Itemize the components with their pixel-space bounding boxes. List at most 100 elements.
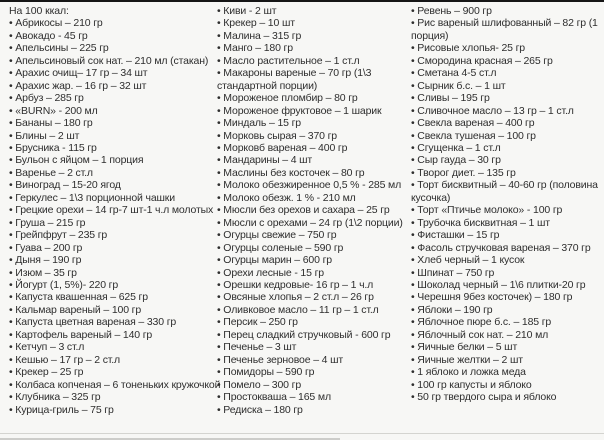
- list-item: 50 гр твердого сыра и яблоко: [411, 391, 601, 403]
- list-item: 1 яблоко и ложка меда: [411, 366, 601, 378]
- list-item: Сливы – 195 гр: [411, 92, 601, 104]
- list-item: Перец сладкий стручковый - 600 гр: [217, 329, 409, 341]
- list-item: Абрикосы – 210 гр: [9, 17, 215, 29]
- top-border: [0, 0, 604, 2]
- list-item: Огурцы свежие – 750 гр: [217, 229, 409, 241]
- list-item: Орехи лесные - 15 гр: [217, 267, 409, 279]
- list-item: Мюсли с орехами – 24 гр (1\2 порции): [217, 217, 409, 229]
- list-item: Помидоры – 590 гр: [217, 366, 409, 378]
- list-item: Рисовые хлопья- 25 гр: [411, 42, 601, 54]
- list-item: Яичные желтки – 2 шт: [411, 354, 601, 366]
- list-item: Рис вареный шлифованный – 82 гр (1 порци…: [411, 17, 601, 42]
- list-item: Картофель вареный – 140 гр: [9, 329, 215, 341]
- list-item: Авокадо - 45 гр: [9, 30, 215, 42]
- list-item: Мюсли без орехов и сахара – 25 гр: [217, 204, 409, 216]
- list-item: Яблоки – 190 гр: [411, 304, 601, 316]
- list-item: Морковь сырая – 370 гр: [217, 130, 409, 142]
- list-item: Изюм – 35 гр: [9, 267, 215, 279]
- list-item: Манго – 180 гр: [217, 42, 409, 54]
- list-item: Орешки кедровые- 16 гр – 1 ч.л: [217, 279, 409, 291]
- list-item: Молоко обезж. 1 % - 210 мл: [217, 192, 409, 204]
- list-item: Ревень – 900 гр: [411, 5, 601, 17]
- list-item: «BURN» - 200 мл: [9, 105, 215, 117]
- list-item: Груша – 215 гр: [9, 217, 215, 229]
- food-list-middle: Киви - 2 штКрекер – 10 штМалина – 315 гр…: [217, 5, 409, 416]
- list-item: Мороженое пломбир – 80 гр: [217, 92, 409, 104]
- list-item: Капуста квашенная – 625 гр: [9, 291, 215, 303]
- list-item: Творог диет. – 135 гр: [411, 167, 601, 179]
- list-item: Геркулес – 1\3 порционной чашки: [9, 192, 215, 204]
- list-item: Маслины без косточек – 80 гр: [217, 167, 409, 179]
- list-item: Свекла тушеная – 100 гр: [411, 130, 601, 142]
- list-item: Апельсины – 225 гр: [9, 42, 215, 54]
- list-item: Смородина красная – 265 гр: [411, 55, 601, 67]
- list-item: Простокваша – 165 мл: [217, 391, 409, 403]
- list-item: Йогурт (1, 5%)- 220 гр: [9, 279, 215, 291]
- list-item: Апельсиновый сок нат. – 210 мл (стакан): [9, 55, 215, 67]
- list-item: Свекла вареная – 400 гр: [411, 117, 601, 129]
- list-item: Бананы – 180 гр: [9, 117, 215, 129]
- list-item: Морковб вареная – 400 гр: [217, 142, 409, 154]
- list-item: Гуава – 200 гр: [9, 242, 215, 254]
- list-item: Овсяные хлопья – 2 ст.л – 26 гр: [217, 291, 409, 303]
- list-item: Торт бисквитный – 40-60 гр (половина кус…: [411, 179, 601, 204]
- list-item: Бульон с яйцом – 1 порция: [9, 154, 215, 166]
- list-item: 100 гр капусты и яблоко: [411, 379, 601, 391]
- list-item: Малина – 315 гр: [217, 30, 409, 42]
- list-item: Сливочное масло – 13 гр – 1 ст.л: [411, 105, 601, 117]
- list-item: Дыня – 190 гр: [9, 254, 215, 266]
- list-item: Грецкие орехи – 14 гр-7 шт-1 ч.л молотых: [9, 204, 215, 216]
- list-item: Киви - 2 шт: [217, 5, 409, 17]
- list-item: Виноград – 15-20 ягод: [9, 179, 215, 191]
- list-item: Сырник б.с. – 1 шт: [411, 80, 601, 92]
- list-item: Крекер – 25 гр: [9, 366, 215, 378]
- list-item: Огурцы марин – 600 гр: [217, 254, 409, 266]
- list-item: Печенье зерновое – 4 шт: [217, 354, 409, 366]
- list-item: Яичные белки – 5 шт: [411, 341, 601, 353]
- list-item: Мороженое фруктовое – 1 шарик: [217, 105, 409, 117]
- list-item: Оливковое масло – 11 гр – 1 ст.л: [217, 304, 409, 316]
- list-item: Клубника – 325 гр: [9, 391, 215, 403]
- list-item: Молоко обезжиренное 0,5 % - 285 мл: [217, 179, 409, 191]
- list-item: Капуста цветная вареная – 330 гр: [9, 316, 215, 328]
- list-item: Огурцы соленые – 590 гр: [217, 242, 409, 254]
- list-item: Хлеб черный – 1 кусок: [411, 254, 601, 266]
- list-item: Сыр гауда – 30 гр: [411, 154, 601, 166]
- list-item: Кешью – 17 гр – 2 ст.л: [9, 354, 215, 366]
- list-item: Печенье – 3 шт: [217, 341, 409, 353]
- list-item: Редиска – 180 гр: [217, 404, 409, 416]
- list-item: Кетчуп – 3 ст.л: [9, 341, 215, 353]
- list-item: Яблочный сок нат. – 210 мл: [411, 329, 601, 341]
- list-item: Помело – 300 гр: [217, 379, 409, 391]
- list-item: Брусника - 115 гр: [9, 142, 215, 154]
- food-list-left: Абрикосы – 210 грАвокадо - 45 грАпельсин…: [9, 17, 220, 416]
- list-item: Арахис жар. – 16 гр – 32 шт: [9, 80, 215, 92]
- calorie-list-column-middle: Киви - 2 штКрекер – 10 штМалина – 315 гр…: [217, 5, 409, 416]
- bottom-divider: [0, 433, 604, 434]
- bottom-border: [0, 438, 340, 440]
- list-item: Черешня 9без косточек) – 180 гр: [411, 291, 601, 303]
- list-item: Шпинат – 750 гр: [411, 267, 601, 279]
- list-item: Трубочка бисквитная – 1 шт: [411, 217, 601, 229]
- list-item: Фисташки – 15 гр: [411, 229, 601, 241]
- list-item: Шоколад черный – 1\6 плитки-20 гр: [411, 279, 601, 291]
- list-item: Колбаса копченая – 6 тоненьких кружочкой: [9, 379, 220, 391]
- list-item: Кальмар вареный – 100 гр: [9, 304, 215, 316]
- list-item: Мандарины – 4 шт: [217, 154, 409, 166]
- list-item: Арахис очищ– 17 гр – 34 шт: [9, 67, 215, 79]
- calorie-list-column-left: На 100 ккал: Абрикосы – 210 грАвокадо - …: [9, 5, 220, 416]
- list-item: Персик – 250 гр: [217, 316, 409, 328]
- list-item: Курица-гриль – 75 гр: [9, 404, 215, 416]
- list-item: Масло растительное – 1 ст.л: [217, 55, 409, 67]
- list-item: Блины – 2 шт: [9, 130, 215, 142]
- list-item: Миндаль – 15 гр: [217, 117, 409, 129]
- list-item: Варенье – 2 ст.л: [9, 167, 215, 179]
- list-item: Сгущенка – 1 ст.л: [411, 142, 601, 154]
- list-item: Макароны вареные – 70 гр (1\3 стандартно…: [217, 67, 409, 92]
- food-list-right: Ревень – 900 грРис вареный шлифованный –…: [411, 5, 601, 404]
- list-item: Крекер – 10 шт: [217, 17, 409, 29]
- list-item: Фасоль стручковая вареная – 370 гр: [411, 242, 601, 254]
- page-title: На 100 ккал:: [9, 5, 69, 17]
- list-item: Арбуз – 285 гр: [9, 92, 215, 104]
- list-item: Яблочное пюре б.с. – 185 гр: [411, 316, 601, 328]
